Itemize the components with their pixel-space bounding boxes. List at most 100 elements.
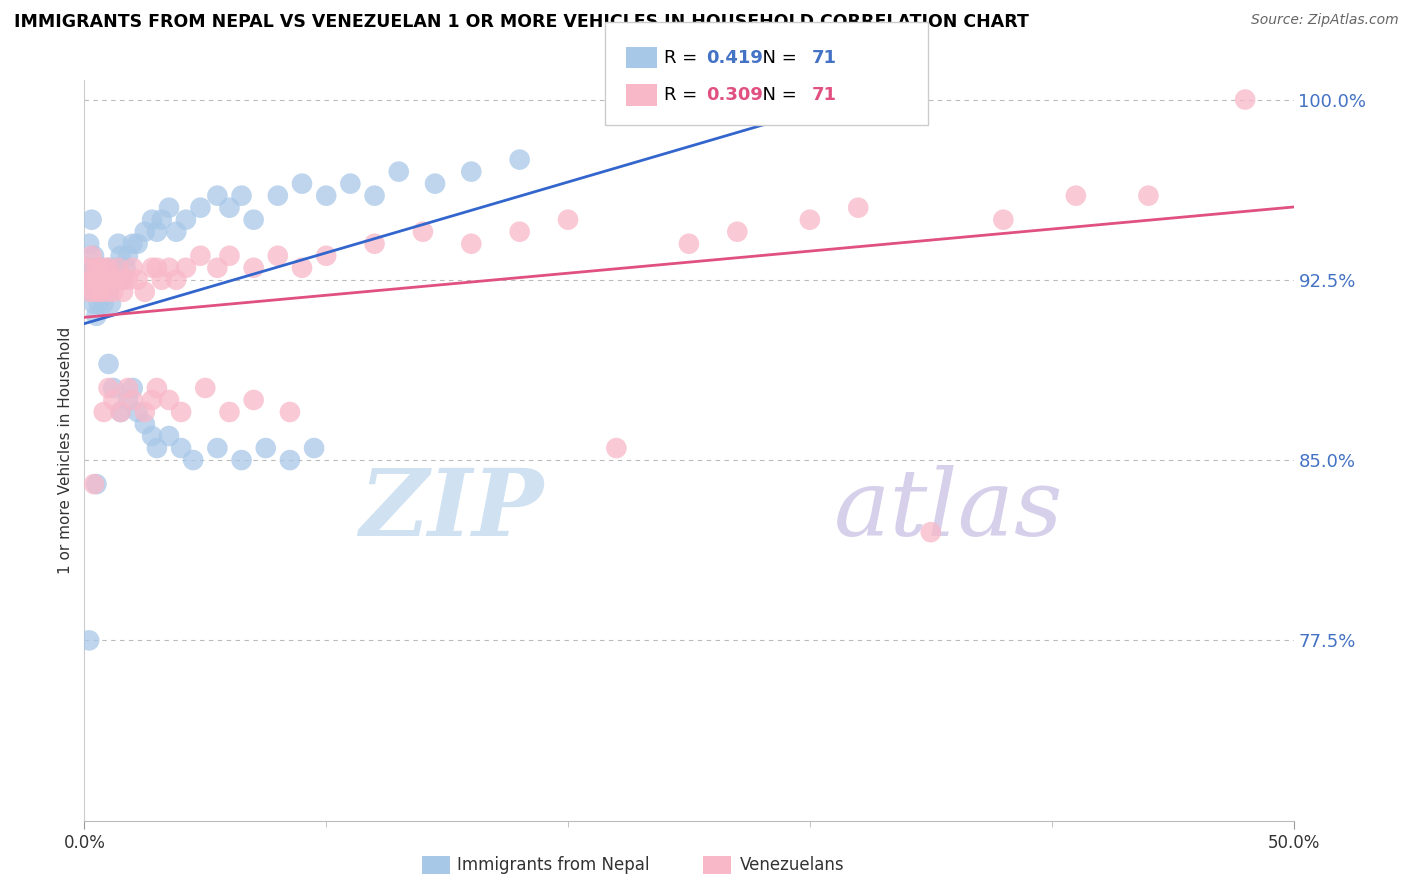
Point [127, 236, 149, 251]
Point [86, 273, 108, 287]
Point [254, 441, 277, 455]
Point [218, 201, 240, 215]
Point [134, 405, 156, 419]
Point [80, 249, 103, 263]
Point [134, 225, 156, 239]
Point [87, 260, 110, 275]
Point [218, 405, 240, 419]
Point [121, 381, 143, 395]
Point [150, 273, 173, 287]
Point [117, 273, 139, 287]
Point [83, 297, 105, 311]
Point [146, 381, 169, 395]
Point [190, 201, 212, 215]
Point [83, 273, 105, 287]
Point [97, 285, 120, 299]
Point [207, 260, 229, 275]
Point [412, 225, 434, 239]
Point [363, 236, 385, 251]
Point [509, 153, 531, 167]
Point [146, 260, 169, 275]
Point [93, 273, 115, 287]
Point [846, 201, 869, 215]
Point [165, 273, 187, 287]
Point [231, 188, 253, 202]
Point [103, 392, 125, 407]
Point [97, 285, 120, 299]
Point [291, 177, 314, 191]
Point [103, 381, 125, 395]
Text: R =: R = [664, 49, 703, 67]
Point [170, 441, 193, 455]
Point [87, 285, 110, 299]
Point [83, 273, 105, 287]
Point [509, 225, 531, 239]
Point [93, 260, 115, 275]
Point [94, 273, 117, 287]
Point [678, 236, 700, 251]
Point [460, 236, 482, 251]
Point [799, 212, 821, 227]
Point [83, 249, 105, 263]
Point [117, 249, 139, 263]
Point [121, 392, 143, 407]
Point [460, 164, 482, 178]
Point [87, 297, 110, 311]
Point [165, 225, 187, 239]
Text: Source: ZipAtlas.com: Source: ZipAtlas.com [1251, 13, 1399, 28]
Point [605, 441, 627, 455]
Point [1064, 188, 1087, 202]
Point [134, 285, 156, 299]
Point [103, 273, 125, 287]
Point [278, 405, 301, 419]
Point [110, 249, 132, 263]
Point [107, 260, 129, 275]
Point [170, 405, 193, 419]
Text: 71: 71 [811, 87, 837, 104]
Point [86, 477, 108, 491]
Point [77, 273, 100, 287]
Point [110, 405, 132, 419]
Point [141, 392, 163, 407]
Text: R =: R = [664, 87, 703, 104]
Point [117, 381, 139, 395]
Point [146, 441, 169, 455]
Point [93, 285, 115, 299]
Point [80, 285, 103, 299]
Point [557, 212, 579, 227]
Point [90, 285, 112, 299]
Text: 0.309: 0.309 [706, 87, 762, 104]
Point [725, 225, 748, 239]
Point [157, 260, 180, 275]
Point [110, 273, 132, 287]
Point [76, 260, 98, 275]
Point [339, 177, 361, 191]
Point [207, 441, 229, 455]
Point [97, 260, 120, 275]
Point [267, 249, 290, 263]
Point [121, 260, 143, 275]
Point [423, 177, 446, 191]
Text: IMMIGRANTS FROM NEPAL VS VENEZUELAN 1 OR MORE VEHICLES IN HOUSEHOLD CORRELATION : IMMIGRANTS FROM NEPAL VS VENEZUELAN 1 OR… [14, 13, 1029, 31]
Point [127, 405, 149, 419]
Point [77, 285, 100, 299]
Point [388, 164, 411, 178]
Text: Venezuelans: Venezuelans [740, 856, 844, 874]
Point [107, 236, 129, 251]
Point [112, 285, 135, 299]
Point [80, 212, 103, 227]
Point [302, 441, 325, 455]
Point [97, 357, 120, 371]
Point [100, 273, 122, 287]
Point [80, 260, 103, 275]
Point [315, 249, 337, 263]
Text: N =: N = [751, 49, 803, 67]
Point [100, 297, 122, 311]
Point [90, 273, 112, 287]
Point [181, 453, 204, 467]
Point [157, 429, 180, 443]
Point [190, 249, 212, 263]
Point [141, 212, 163, 227]
Point [83, 477, 105, 491]
Point [121, 236, 143, 251]
